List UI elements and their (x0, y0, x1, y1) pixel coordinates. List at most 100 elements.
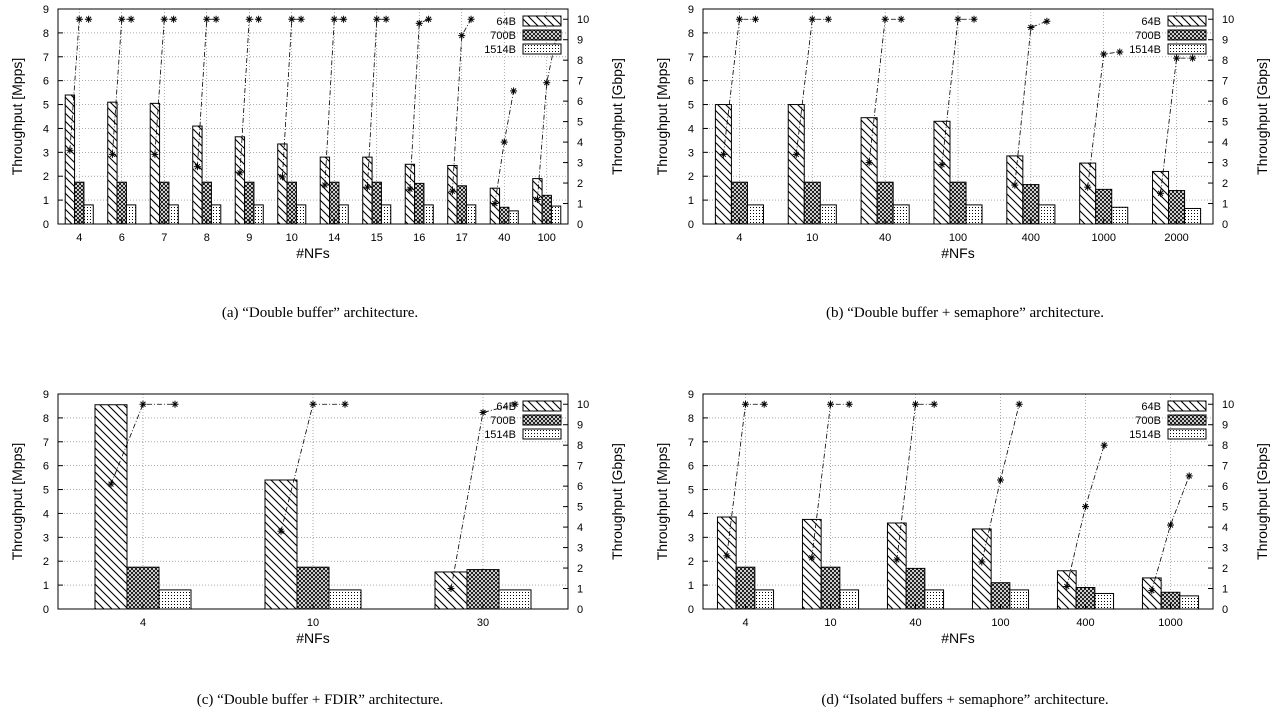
gbps-point (236, 169, 244, 177)
y-tick-label: 9 (43, 389, 49, 401)
bar-1514B-40 (924, 589, 945, 610)
y-tick-label: 4 (688, 508, 694, 520)
bar-700B-100 (949, 181, 967, 225)
gbps-point (373, 15, 381, 23)
y2-tick-label: 4 (1222, 137, 1228, 149)
x-tick-label: 40 (909, 617, 921, 629)
gbps-point (897, 15, 905, 23)
legend-label-700B: 700B (490, 30, 516, 42)
bar-1514B-100 (1009, 589, 1030, 610)
plot-frame (57, 8, 569, 225)
gbps-point (930, 400, 938, 408)
x-tick-label: 40 (498, 232, 510, 244)
y-tick-label: 7 (43, 437, 49, 449)
y2-tick-label: 2 (1222, 178, 1228, 190)
bar-64B-9 (234, 136, 246, 225)
gbps-point (1173, 54, 1181, 62)
legend: 64B 700B 1514B (484, 400, 562, 441)
legend: 64B 700B 1514B (484, 15, 562, 56)
legend-label-1514B: 1514B (484, 44, 516, 56)
x-tick-label: 15 (371, 232, 383, 244)
legend-label-700B: 700B (490, 415, 516, 427)
gbps-point (321, 181, 329, 189)
bar-64B-8 (192, 125, 203, 225)
bar-64B-10 (277, 143, 288, 225)
y2-tick-label: 7 (577, 76, 583, 88)
chart-panel-d: 0 1 2 3 4 5 6 7 8 9 0 1 2 3 4 5 6 7 8 9 10 4 10 40 100 400 1000 #NF… (645, 385, 1285, 675)
x-axis-label: #NFs (296, 630, 329, 646)
gbps-point (1167, 521, 1174, 529)
y2-tick-label: 2 (1222, 563, 1228, 575)
y2-tick-label: 6 (577, 481, 583, 493)
bar-1514B-10 (328, 589, 362, 610)
gbps-point (212, 15, 220, 23)
chart-svg: 0 1 2 3 4 5 6 7 8 9 0 1 2 3 4 5 6 7 8 9 10 4 6 7 8 9 10 14 15 16 17 40 1… (9, 4, 625, 261)
bar-64B-100 (933, 120, 951, 225)
x-tick-label: 16 (413, 232, 425, 244)
y-tick-label: 1 (43, 195, 49, 207)
legend-swatch-700B (522, 414, 562, 426)
y-tick-label: 4 (43, 508, 49, 520)
gbps-point (288, 15, 296, 23)
gbps-point (151, 150, 159, 158)
bar-64B-10 (801, 518, 822, 610)
y2-axis-label: Throughput [Gbps] (1254, 443, 1270, 560)
gbps-line-16 (409, 18, 429, 190)
legend: 64B 700B 1514B (1129, 400, 1207, 441)
legend-label-1514B: 1514B (1129, 44, 1161, 56)
y2-tick-label: 6 (1222, 481, 1228, 493)
bar-1514B-15 (380, 204, 392, 225)
legend-swatch-700B (1167, 29, 1207, 41)
bar-700B-6 (116, 181, 127, 225)
gbps-point (1189, 54, 1197, 62)
y-tick-label: 8 (43, 413, 49, 425)
gbps-point (543, 79, 551, 87)
gbps-point (827, 400, 834, 408)
legend-swatch-700B (522, 29, 562, 41)
x-tick-label: 4 (742, 617, 748, 629)
y-tick-label: 7 (43, 52, 49, 64)
gbps-point (171, 400, 179, 408)
y2-tick-label: 4 (577, 522, 583, 534)
bar-1514B-8 (210, 204, 222, 225)
y2-tick-label: 4 (577, 137, 583, 149)
legend-swatch-64B (1167, 15, 1207, 27)
y-tick-label: 3 (688, 532, 694, 544)
gbps-point (533, 195, 541, 203)
y2-tick-label: 7 (1222, 76, 1228, 88)
gbps-point (406, 185, 414, 193)
gbps-point (277, 527, 285, 535)
y-tick-label: 3 (688, 147, 694, 159)
gbps-line-1000 (1151, 475, 1190, 591)
bar-1514B-1000 (1179, 595, 1200, 610)
y-tick-label: 0 (43, 219, 49, 231)
gbps-line-40 (896, 403, 935, 560)
gbps-point (382, 15, 390, 23)
gbps-point (1148, 587, 1156, 595)
y2-tick-label: 10 (577, 14, 589, 26)
bar-700B-30 (466, 569, 500, 610)
gbps-point (792, 150, 800, 158)
y2-axis-label: Throughput [Gbps] (1254, 58, 1270, 175)
gbps-point (127, 15, 135, 23)
bar-700B-4 (735, 566, 756, 610)
bar-64B-7 (149, 102, 161, 225)
bar-64B-4 (94, 404, 128, 610)
gbps-line-4 (110, 403, 175, 485)
gbps-point (893, 556, 901, 564)
gbps-point (425, 15, 433, 23)
bar-1514B-7 (168, 204, 179, 225)
bar-700B-10 (803, 181, 821, 225)
bar-700B-40 (876, 181, 894, 225)
gbps-line-400 (1014, 20, 1048, 186)
bar-64B-16 (404, 163, 416, 225)
bar-700B-14 (329, 181, 340, 225)
gbps-point (1100, 441, 1108, 449)
y-axis-label: Throughput [Mpps] (9, 58, 25, 176)
legend-label-64B: 64B (496, 401, 516, 413)
gbps-point (510, 87, 518, 95)
y2-tick-label: 6 (577, 96, 583, 108)
gbps-point (1082, 503, 1089, 511)
gbps-point (978, 558, 986, 566)
y-axis-label: Throughput [Mpps] (654, 58, 670, 176)
